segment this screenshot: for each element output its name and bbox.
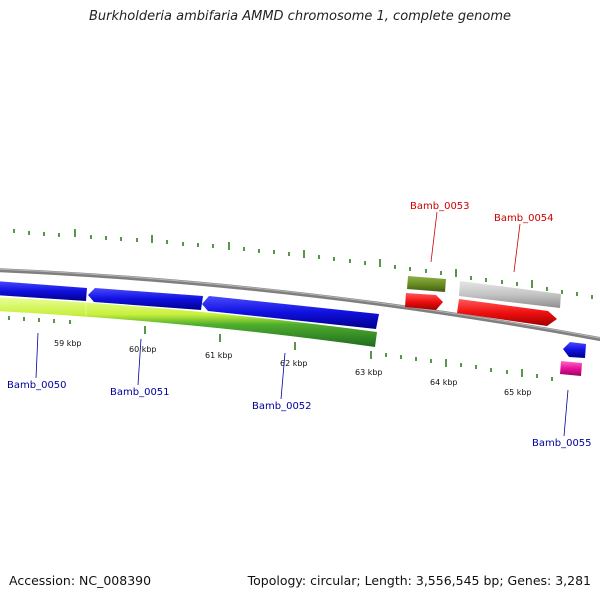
gene-Bamb_0050-shape[interactable] bbox=[0, 281, 87, 301]
gene-label-Bamb_0054[interactable]: Bamb_0054 bbox=[494, 213, 554, 224]
chromosome-backbone bbox=[0, 268, 600, 342]
gene-Bamb_0052-shape[interactable] bbox=[202, 296, 379, 329]
backbone-highlight bbox=[0, 268, 600, 339]
gene-label-Bamb_0051[interactable]: Bamb_0051 bbox=[110, 387, 170, 398]
kbp-label: 60 kbp bbox=[129, 345, 157, 354]
gene-Bamb_0055-shape[interactable] bbox=[560, 342, 586, 376]
kbp-label: 64 kbp bbox=[430, 378, 458, 387]
label-leaders bbox=[35, 211, 569, 437]
accession-text: Accession: NC_008390 bbox=[9, 573, 152, 588]
inner-tick-row bbox=[8, 316, 553, 381]
outer-tick-row bbox=[13, 229, 593, 299]
gene-label-Bamb_0055[interactable]: Bamb_0055 bbox=[532, 438, 592, 449]
kbp-label: 62 kbp bbox=[280, 359, 308, 368]
kbp-label: 59 kbp bbox=[54, 339, 82, 348]
gene-Bamb_0053-shape[interactable] bbox=[405, 276, 446, 310]
gene-label-Bamb_0052[interactable]: Bamb_0052 bbox=[252, 401, 312, 412]
genome-summary-text: Topology: circular; Length: 3,556,545 bp… bbox=[247, 573, 591, 588]
kbp-label: 65 kbp bbox=[504, 388, 532, 397]
gene-label-Bamb_0053[interactable]: Bamb_0053 bbox=[410, 201, 470, 212]
kbp-label: 63 kbp bbox=[355, 368, 383, 377]
gene-Bamb_0054-shape[interactable] bbox=[457, 281, 561, 326]
feature-track bbox=[0, 297, 377, 347]
gene-Bamb_0051-shape[interactable] bbox=[88, 288, 203, 310]
gene-label-Bamb_0050[interactable]: Bamb_0050 bbox=[7, 380, 67, 391]
map-title: Burkholderia ambifaria AMMD chromosome 1… bbox=[88, 9, 512, 24]
kbp-label: 61 kbp bbox=[205, 351, 233, 360]
